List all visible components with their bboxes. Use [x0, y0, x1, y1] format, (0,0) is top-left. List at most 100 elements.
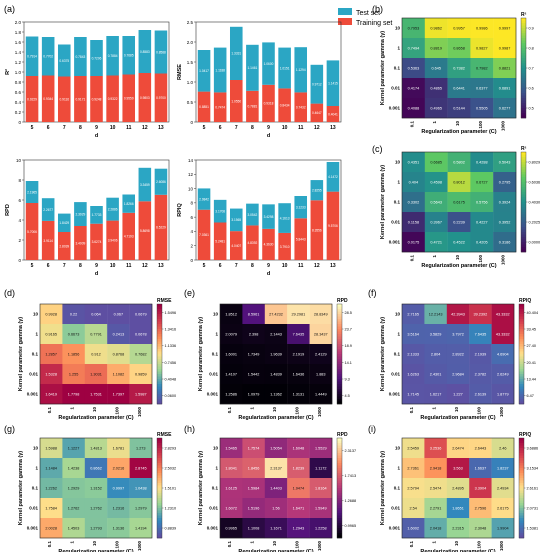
colorbar-segment	[337, 495, 342, 499]
heatmap-cell	[309, 344, 333, 365]
y-axis-label: Kernel parameter gamma (γ)	[380, 317, 386, 391]
colorbar-tick-label: 0.7456	[165, 361, 177, 365]
colorbar-title: R²	[521, 146, 527, 152]
colorbar-segment	[521, 177, 526, 180]
heatmap-cell	[129, 438, 153, 459]
colorbar-segment	[337, 339, 342, 342]
heatmap-cell	[40, 458, 63, 479]
heatmap-cell	[287, 478, 310, 499]
heatmap-cell	[107, 498, 130, 519]
colorbar-segment	[519, 304, 524, 307]
colorbar-segment	[337, 351, 342, 355]
x-tick-label: 8	[79, 125, 82, 131]
colorbar-frame	[336, 303, 343, 405]
colorbar-segment	[337, 369, 342, 372]
heatmap-cell-value: 2.0079	[225, 332, 237, 336]
data-label-test: 0.6375	[59, 59, 69, 63]
data-label-train: 6.5229	[156, 226, 166, 230]
heatmap-cell-value: 2.4129	[315, 352, 327, 356]
colorbar-segment	[519, 309, 524, 312]
data-label-train: 4.8392	[248, 241, 258, 245]
colorbar-segment	[519, 440, 524, 444]
colorbar-segment	[521, 212, 526, 215]
colorbar-segment	[519, 351, 524, 355]
colorbar-segment	[157, 508, 162, 511]
x-axis-label: Regularization parameter (C)	[58, 549, 133, 552]
data-label-test: 3.1565	[231, 218, 241, 222]
heatmap-cell	[493, 172, 517, 193]
heatmap-cell-value: 1.8041	[225, 466, 237, 470]
colorbar-segment	[519, 503, 524, 506]
colorbar-segment	[521, 224, 526, 228]
heatmap-cell	[107, 304, 130, 325]
bar-train	[197, 91, 211, 122]
heatmap-cell	[129, 478, 153, 499]
heatmap-cell-value: 0.8819	[430, 46, 442, 50]
x-tick-label: 1	[432, 541, 437, 544]
colorbar-segment	[337, 488, 342, 491]
colorbar-segment	[157, 515, 162, 519]
panel-label: (a)	[4, 4, 15, 14]
heatmap-cell	[424, 212, 448, 233]
heatmap-cell	[129, 384, 153, 405]
colorbar-tick-label: 2.8293	[165, 447, 177, 451]
y-tick-label: 6	[18, 198, 21, 203]
colorbar-segment	[519, 520, 524, 524]
x-tick-label: 5	[31, 125, 34, 131]
colorbar-segment	[337, 379, 342, 382]
bar-train	[74, 226, 87, 260]
colorbar-segment	[521, 43, 526, 46]
colorbar-segment	[157, 376, 162, 380]
colorbar-segment	[337, 366, 342, 370]
x-tick-label: 7	[63, 263, 66, 269]
colorbar-segment	[337, 329, 342, 332]
y-tick-label: 1	[397, 466, 400, 471]
colorbar-segment	[519, 448, 524, 451]
colorbar-tick-label: 9.3	[345, 378, 350, 382]
x-tick-label: 0.1	[409, 407, 414, 414]
heatmap-cell-value: 1.5984	[248, 486, 260, 490]
heatmap-cell-value: 4.6904	[497, 352, 509, 356]
x-axis-label: Regularization parameter (C)	[238, 415, 313, 421]
colorbar-segment	[519, 341, 524, 345]
colorbar-segment	[519, 463, 524, 466]
heatmap-cell	[470, 172, 494, 193]
heatmap-cell-value: 2.9418	[430, 466, 442, 470]
colorbar-segment	[521, 174, 526, 178]
heatmap-cell	[469, 458, 492, 479]
heatmap-cell	[62, 458, 85, 479]
heatmap-cell	[469, 344, 492, 365]
heatmap-cell-value: 0.9827	[476, 46, 488, 50]
colorbar-segment	[521, 204, 526, 208]
heatmap-cell	[424, 38, 448, 59]
heatmap-cell-value: 1.4107	[225, 372, 237, 376]
colorbar-segment	[519, 528, 524, 531]
heatmap-cell	[447, 192, 471, 213]
heatmap-cell	[242, 364, 265, 385]
heatmap-cell	[84, 384, 108, 405]
x-tick-label: 10	[454, 407, 459, 413]
heatmap-cell	[491, 304, 515, 325]
x-tick-label: 13	[330, 125, 336, 131]
heatmap-cell	[242, 344, 265, 365]
colorbar-segment	[157, 359, 162, 362]
heatmap-cell-value: 1.6263	[407, 372, 419, 376]
colorbar-segment	[521, 50, 526, 54]
colorbar-segment	[519, 389, 524, 392]
heatmap-cell-value: 0.22	[70, 312, 77, 316]
heatmap-cell-value: 2.6474	[452, 446, 464, 450]
colorbar-segment	[519, 399, 524, 402]
colorbar-segment	[519, 445, 524, 449]
heatmap-cell	[40, 478, 63, 499]
colorbar-tick-label: 27.40	[527, 344, 537, 348]
panel-label: (c)	[372, 144, 383, 154]
heatmap-cell-value: 0.6377	[476, 86, 488, 90]
heatmap-cell-value: 1.4839	[270, 372, 282, 376]
y-axis-label: Kernel parameter gamma (γ)	[18, 451, 24, 525]
heatmap-cell	[402, 58, 425, 79]
heatmap-cell	[424, 458, 447, 479]
data-label-train: 0.9700	[156, 96, 166, 100]
heatmap-cell	[470, 152, 494, 173]
chart-a3: 0 2 4 6 8 10 5.7006 2.1965 5 3.9114 2.2677 6 2.8039 1…	[5, 158, 170, 277]
colorbar-segment	[157, 306, 162, 310]
